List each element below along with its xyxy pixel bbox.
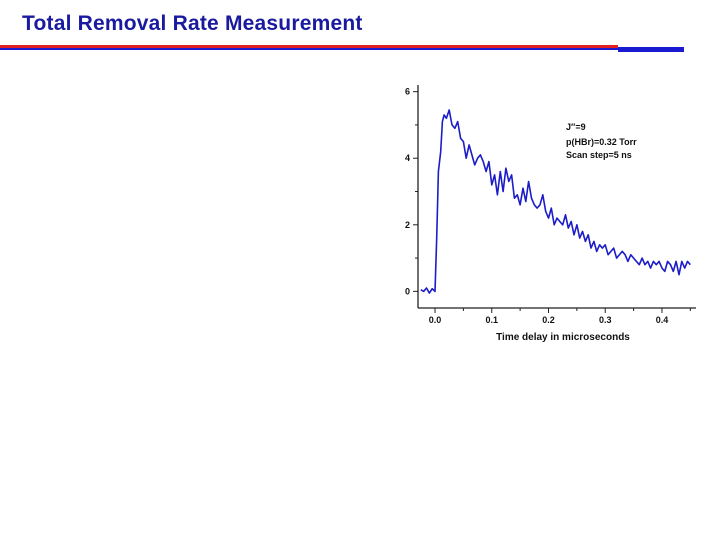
y-tick-label: 2: [405, 220, 410, 230]
title-rule-blue: [618, 47, 684, 52]
y-ticks: 0 2 4 6: [405, 87, 418, 296]
plot-area: 0 2 4 6 0.0 0.1 0.2 0.3 0.4: [405, 85, 696, 325]
series-line: [420, 109, 691, 294]
x-tick-label: 0.0: [429, 315, 442, 325]
annotation-pressure: p(HBr)=0.32 Torr: [566, 137, 637, 147]
annotation-block: J″=9 p(HBr)=0.32 Torr Scan step=5 ns: [566, 122, 637, 160]
title-rule-blue-thin: [0, 48, 618, 50]
y-tick-label: 6: [405, 87, 410, 97]
x-tick-label: 0.4: [656, 315, 669, 325]
y-tick-label: 0: [405, 286, 410, 296]
y-tick-label: 4: [405, 153, 410, 163]
x-tick-label: 0.3: [599, 315, 612, 325]
x-tick-label: 0.2: [542, 315, 555, 325]
annotation-jstate: J″=9: [566, 122, 586, 132]
x-ticks: 0.0 0.1 0.2 0.3 0.4: [429, 308, 691, 325]
title-rule-red: [0, 45, 618, 48]
annotation-scan-step: Scan step=5 ns: [566, 150, 632, 160]
x-axis-label: Time delay in microseconds: [496, 332, 630, 343]
slide-title: Total Removal Rate Measurement: [22, 12, 363, 35]
x-tick-label: 0.1: [485, 315, 498, 325]
